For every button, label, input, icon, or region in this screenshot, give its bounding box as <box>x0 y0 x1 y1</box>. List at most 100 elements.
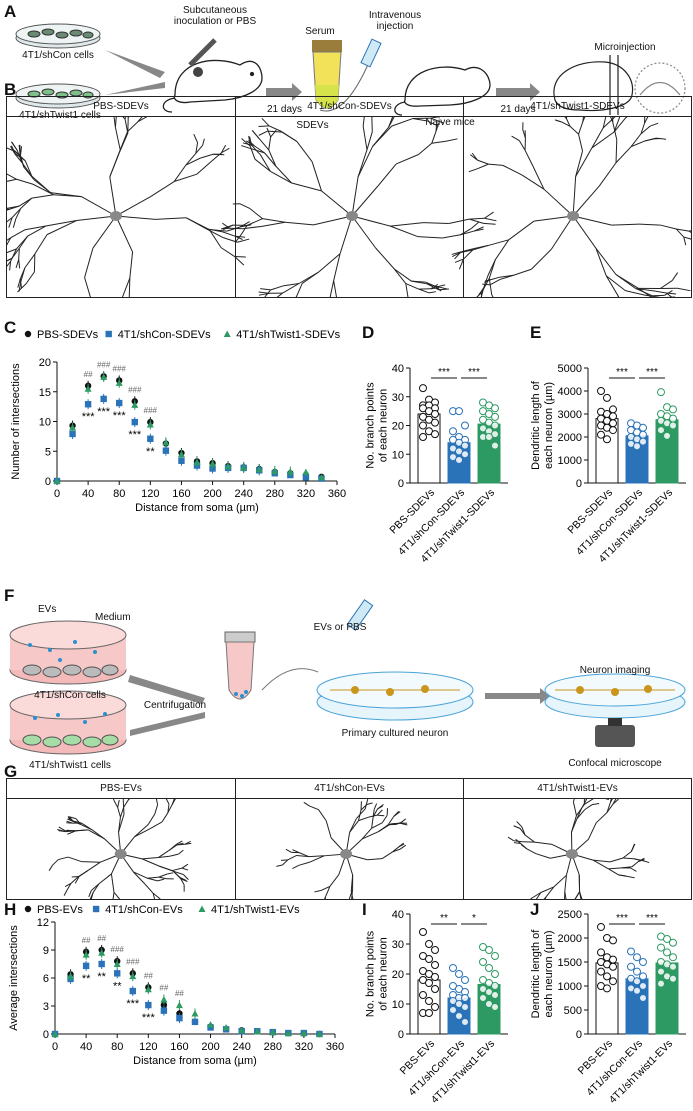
dendrite <box>572 799 575 803</box>
dendrite <box>7 217 13 223</box>
data-point <box>302 474 310 481</box>
data-point <box>669 405 677 414</box>
dendrite <box>524 150 534 166</box>
x-tick-label: 120 <box>139 1041 157 1053</box>
dendrite <box>469 217 485 220</box>
dendrite <box>638 288 653 297</box>
dendrite <box>185 152 197 166</box>
dendrite <box>650 122 659 127</box>
dendrite <box>612 799 617 805</box>
dendrite <box>242 142 252 146</box>
data-point <box>115 379 123 386</box>
data-point <box>302 468 310 476</box>
legend-marker <box>24 905 32 913</box>
dendrite <box>324 886 331 898</box>
dendrite <box>24 253 36 269</box>
y-tick-label: 30 <box>392 939 404 951</box>
dendrite <box>115 215 156 220</box>
dendrite <box>81 196 117 217</box>
dendrite <box>438 288 449 291</box>
dendrite <box>361 827 373 840</box>
hash-annotation: ## <box>144 971 153 980</box>
dendrite <box>610 117 614 123</box>
y-tick-label: 1000 <box>558 455 582 467</box>
data-point <box>669 421 677 430</box>
dendrite <box>172 867 183 872</box>
dendrite <box>113 117 116 128</box>
y-tick-label: 2000 <box>558 432 582 444</box>
dendrite <box>123 799 129 808</box>
dendrite <box>595 812 608 824</box>
dendrite <box>543 896 547 899</box>
dendrite <box>393 811 400 817</box>
dendrite <box>676 228 690 232</box>
dendrite <box>251 130 260 140</box>
data-point <box>491 441 499 450</box>
dendrite <box>412 118 428 122</box>
cells-shcon-label: 4T1/shCon cells <box>22 50 94 61</box>
dendrite <box>63 889 68 896</box>
dendrite <box>246 218 263 226</box>
data-point <box>597 948 605 957</box>
schematic-f <box>9 599 686 755</box>
dendrite <box>388 117 395 128</box>
dendrite <box>454 258 464 263</box>
confocal-label: Confocal microscope <box>568 758 662 769</box>
dendrite <box>314 890 321 893</box>
dendrite <box>445 138 458 142</box>
dendrite <box>115 196 151 217</box>
dendrite <box>437 284 446 288</box>
dendrite <box>688 230 691 232</box>
dendrite <box>250 148 265 154</box>
dendrite <box>688 230 691 233</box>
legend-marker <box>24 330 32 338</box>
dendrite <box>321 190 353 217</box>
data-point <box>603 435 611 444</box>
dendrite <box>602 117 607 129</box>
dendrite <box>491 294 494 297</box>
column-header: 4T1/shCon-SDEVs <box>236 97 463 117</box>
panel-label-d: D <box>362 323 375 342</box>
dendrite <box>642 860 650 864</box>
data-point <box>657 979 665 988</box>
dendrite <box>176 840 183 845</box>
arrow-icon <box>485 688 550 704</box>
dendrite <box>483 222 496 225</box>
data-point <box>639 437 647 446</box>
data-point <box>144 985 152 993</box>
significance-label: ** <box>440 913 448 924</box>
dendrite <box>137 117 143 123</box>
x-tick-label: 200 <box>203 488 221 500</box>
data-point <box>669 962 677 971</box>
dendrite <box>372 125 393 147</box>
dendrite <box>249 145 256 160</box>
legend-label: PBS-SDEVs <box>37 329 99 341</box>
dendrite <box>576 809 586 819</box>
dendrite <box>58 830 66 833</box>
dendrite <box>182 874 189 880</box>
dendrite <box>511 135 520 141</box>
dendrite <box>333 280 337 297</box>
dendrite <box>114 127 121 150</box>
dendrite <box>301 271 319 284</box>
data-point <box>669 953 677 962</box>
dendrite <box>592 859 609 870</box>
data-point <box>84 385 92 392</box>
dendrite <box>142 857 159 860</box>
data-point <box>461 421 469 430</box>
dendrite <box>15 259 20 268</box>
dendrite <box>66 883 72 891</box>
dendrite <box>234 256 246 258</box>
dendrite <box>545 886 555 898</box>
data-point <box>663 948 671 957</box>
dendrite <box>10 248 17 262</box>
dendrite <box>609 857 624 863</box>
dendrite <box>27 225 47 237</box>
star-annotation: *** <box>113 410 127 422</box>
dendrite <box>124 117 126 120</box>
dendrite <box>587 822 597 840</box>
panel-label-c: C <box>4 318 17 337</box>
dendrite <box>592 859 611 863</box>
dendrite <box>298 861 310 866</box>
